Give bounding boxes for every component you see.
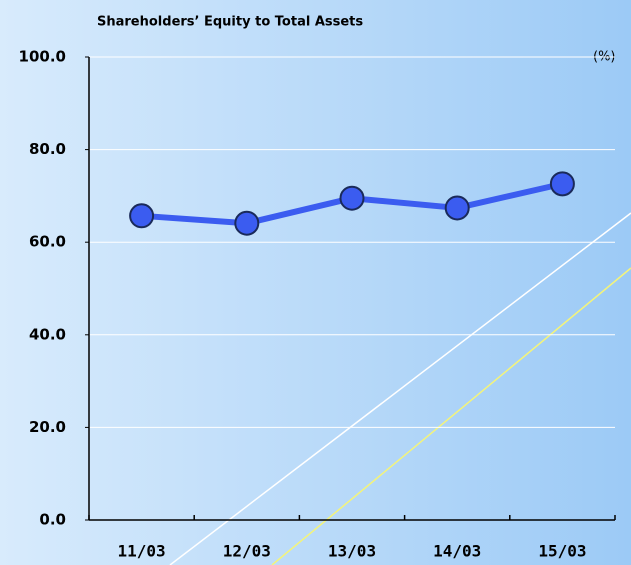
x-tick-label: 15/03 (538, 542, 586, 561)
decoration (169, 212, 631, 565)
x-tick-label: 14/03 (433, 542, 481, 561)
data-point (444, 195, 470, 221)
y-tick-label: 60.0 (29, 233, 66, 251)
y-tick-label: 100.0 (19, 48, 66, 66)
x-tick-label: 13/03 (328, 542, 376, 561)
x-tick-label: 12/03 (223, 542, 271, 561)
x-tick-label: 11/03 (118, 542, 166, 561)
y-tick-label: 20.0 (29, 418, 66, 436)
data-point (549, 171, 575, 197)
data-point (339, 185, 365, 211)
y-tick-label: 80.0 (29, 140, 66, 158)
decoration (271, 267, 631, 565)
chart-title: Shareholders’ Equity to Total Assets (97, 15, 363, 30)
data-point (129, 203, 155, 229)
y-tick-label: 40.0 (29, 325, 66, 343)
y-tick-label: 0.0 (39, 511, 66, 529)
plot: 0.0 20.0 40.0 60.0 80.0 100.0 11/03 12/03 13/03 1… (19, 48, 616, 561)
data-point (234, 210, 260, 236)
